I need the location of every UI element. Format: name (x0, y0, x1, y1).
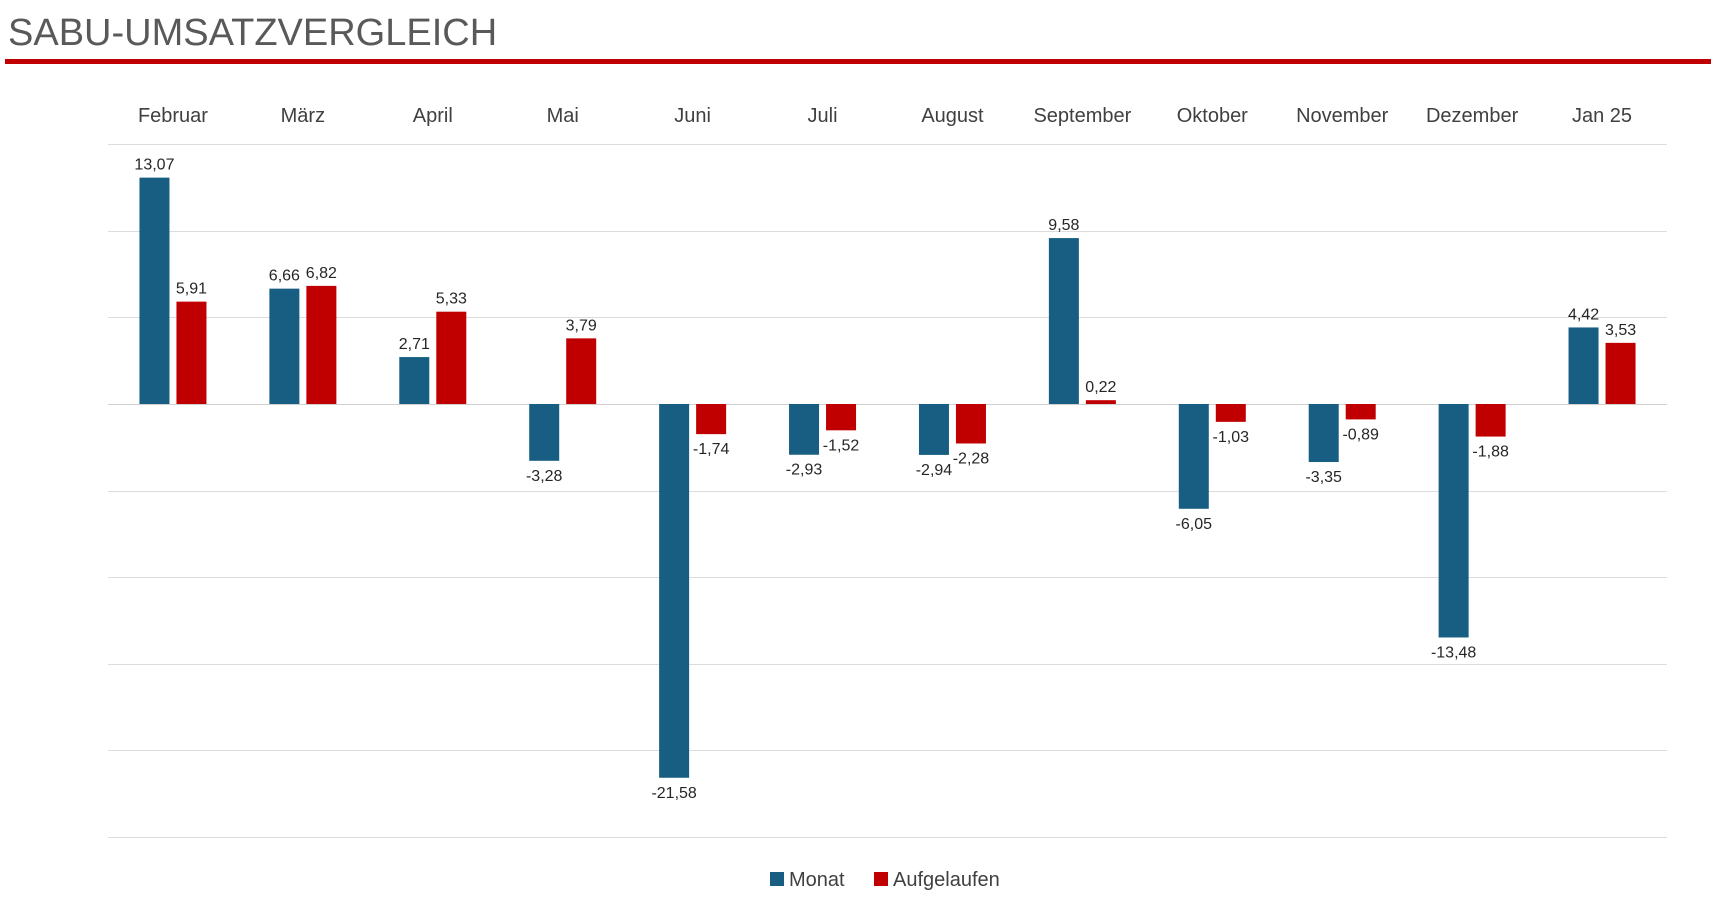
data-label: -21,58 (651, 785, 696, 802)
data-label: 6,82 (306, 265, 337, 282)
bar-monat (1048, 238, 1079, 404)
data-label: 0,22 (1085, 379, 1116, 396)
page-title: SABU-UMSATZVERGLEICH (8, 12, 498, 54)
title-underline (5, 59, 1711, 64)
bar-aufgelaufen (826, 404, 857, 431)
category-label: November (1296, 105, 1389, 127)
data-label: -0,89 (1342, 426, 1379, 443)
bar-monat (1308, 404, 1339, 463)
data-label: 2,71 (399, 336, 430, 353)
bar-aufgelaufen (1085, 400, 1116, 404)
category-label: Mai (547, 105, 579, 127)
category-label: März (281, 105, 325, 127)
data-label: 3,53 (1605, 322, 1636, 339)
bar-aufgelaufen (955, 404, 986, 444)
bar-monat (918, 404, 949, 455)
legend-swatch-monat (770, 872, 784, 886)
bar-aufgelaufen (1215, 404, 1246, 422)
data-label: -1,74 (693, 441, 730, 458)
category-label: Dezember (1426, 105, 1519, 127)
data-label: 4,42 (1568, 306, 1599, 323)
bar-aufgelaufen (306, 285, 337, 404)
data-label: 9,58 (1048, 217, 1079, 234)
data-label: -6,05 (1176, 516, 1213, 533)
data-label: 5,33 (436, 291, 467, 308)
data-label: -3,28 (526, 468, 563, 485)
data-label: -2,93 (786, 462, 823, 479)
bars (139, 177, 1636, 778)
data-label: -13,48 (1431, 644, 1476, 661)
data-label: 6,66 (269, 268, 300, 285)
category-label: Juli (808, 105, 838, 127)
data-label: 13,07 (134, 157, 174, 174)
bar-aufgelaufen (696, 404, 727, 435)
bar-aufgelaufen (1345, 404, 1376, 420)
bar-aufgelaufen (1475, 404, 1506, 437)
category-label: April (413, 105, 453, 127)
category-label: Jan 25 (1572, 105, 1632, 127)
data-labels: 13,07 5,91 6,66 6,82 2,71 5,33 -3,28 3,79 -21,58… (134, 157, 1636, 802)
category-label: Oktober (1177, 105, 1248, 127)
bar-monat (1178, 404, 1209, 509)
data-label: -2,28 (953, 450, 990, 467)
bar-monat (139, 177, 170, 404)
legend-label-aufgelaufen: Aufgelaufen (893, 869, 1000, 891)
category-label: September (1033, 105, 1131, 127)
bar-monat (399, 357, 430, 404)
bar-aufgelaufen (436, 311, 467, 404)
bar-monat (1438, 404, 1469, 638)
bar-monat (529, 404, 560, 461)
data-label: 3,79 (566, 317, 597, 334)
bar-aufgelaufen (566, 338, 597, 404)
category-label: Februar (138, 105, 208, 127)
bar-aufgelaufen (1605, 342, 1636, 404)
bar-aufgelaufen (176, 301, 207, 404)
bar-monat (269, 288, 300, 404)
legend-swatch-aufgelaufen (874, 872, 888, 886)
category-label: August (921, 105, 984, 127)
legend-label-monat: Monat (789, 869, 845, 891)
category-label: Juni (674, 105, 711, 127)
data-label: -3,35 (1305, 469, 1342, 486)
category-labels: Februar März April Mai Juni Juli August Septemb… (138, 105, 1632, 127)
data-label: -2,94 (916, 462, 953, 479)
data-label: -1,52 (823, 437, 860, 454)
data-label: 5,91 (176, 281, 207, 298)
data-label: -1,03 (1213, 429, 1250, 446)
data-label: -1,88 (1472, 444, 1509, 461)
bar-monat (789, 404, 820, 455)
bar-monat (659, 404, 690, 778)
gridlines (108, 144, 1667, 838)
bar-monat (1568, 327, 1599, 404)
legend: Monat Aufgelaufen (770, 869, 1000, 891)
